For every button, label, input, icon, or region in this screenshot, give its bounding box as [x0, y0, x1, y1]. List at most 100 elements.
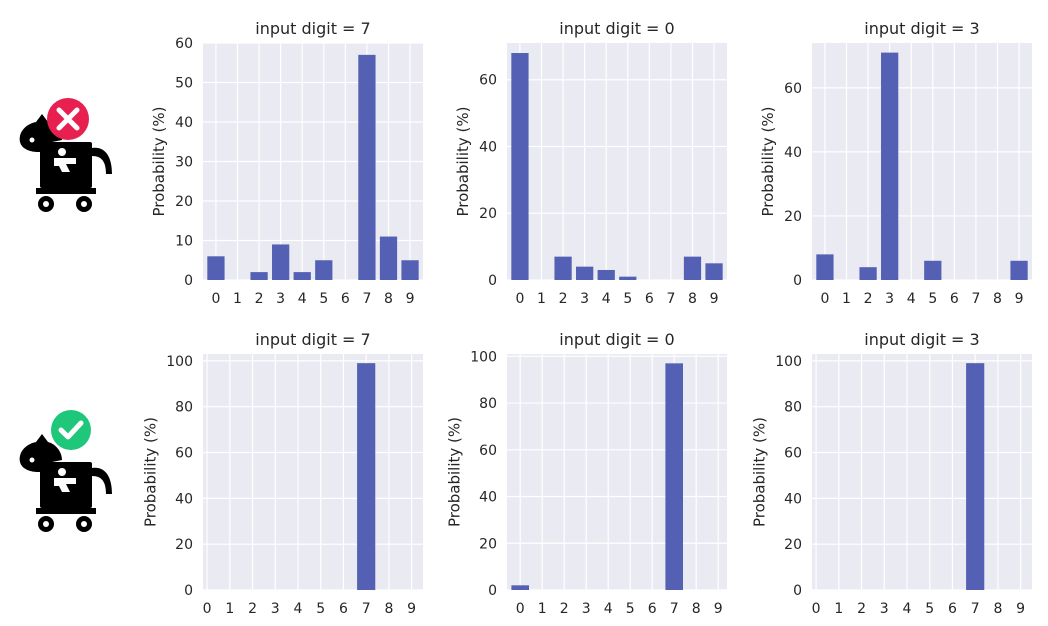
- y-tick-label: 0: [488, 273, 497, 289]
- bar-3: [881, 52, 899, 280]
- y-tick-label: 0: [184, 583, 193, 599]
- y-tick-label: 50: [175, 76, 193, 92]
- bar-0: [207, 256, 225, 280]
- x-tick-label: 8: [993, 291, 1002, 307]
- y-tick-label: 40: [175, 115, 193, 131]
- x-tick-label: 3: [880, 601, 889, 617]
- y-axis-label: Probability (%): [446, 417, 464, 527]
- y-tick-label: 60: [175, 446, 193, 462]
- y-tick-label: 0: [184, 273, 193, 289]
- plot-area: [507, 43, 727, 280]
- x-tick-label: 4: [604, 601, 613, 617]
- x-tick-label: 7: [670, 601, 679, 617]
- y-tick-label: 0: [488, 583, 497, 599]
- y-tick-label: 20: [784, 209, 802, 225]
- x-tick-label: 1: [225, 601, 234, 617]
- x-tick-label: 9: [710, 291, 719, 307]
- bar-0: [511, 53, 529, 280]
- bar-9: [705, 263, 723, 280]
- x-tick-label: 7: [362, 601, 371, 617]
- y-tick-label: 20: [175, 194, 193, 210]
- y-tick-label: 60: [479, 443, 497, 459]
- bar-2: [250, 272, 268, 280]
- bar-0: [511, 585, 529, 590]
- chart-title: input digit = 7: [255, 330, 370, 349]
- y-tick-label: 40: [175, 491, 193, 507]
- y-tick-label: 80: [784, 400, 802, 416]
- bar-5: [619, 276, 637, 280]
- x-tick-label: 7: [971, 291, 980, 307]
- x-tick-label: 0: [203, 601, 212, 617]
- y-tick-label: 60: [479, 73, 497, 89]
- bar-7: [357, 363, 376, 590]
- x-tick-label: 6: [339, 601, 348, 617]
- plot-area: [812, 43, 1032, 280]
- x-tick-label: 9: [1016, 601, 1025, 617]
- y-tick-label: 100: [166, 354, 193, 370]
- x-tick-label: 9: [1015, 291, 1024, 307]
- x-tick-label: 2: [248, 601, 257, 617]
- x-tick-label: 4: [298, 291, 307, 307]
- bar-7: [358, 54, 376, 280]
- bar-4: [597, 269, 615, 280]
- plot-area: [203, 354, 423, 590]
- x-tick-label: 0: [820, 291, 829, 307]
- x-tick-label: 1: [233, 291, 242, 307]
- y-tick-label: 20: [479, 536, 497, 552]
- y-tick-label: 60: [784, 81, 802, 97]
- y-axis-label: Probability (%): [150, 106, 168, 216]
- y-tick-label: 60: [784, 446, 802, 462]
- y-tick-label: 20: [479, 206, 497, 222]
- y-axis-label: Probability (%): [142, 417, 160, 527]
- chart-title: input digit = 3: [864, 19, 979, 38]
- y-tick-label: 40: [479, 490, 497, 506]
- x-tick-label: 7: [362, 291, 371, 307]
- y-tick-label: 40: [784, 491, 802, 507]
- x-tick-label: 5: [316, 601, 325, 617]
- y-tick-label: 30: [175, 155, 193, 171]
- plot-area: [812, 354, 1032, 590]
- x-tick-label: 5: [925, 601, 934, 617]
- x-tick-label: 2: [560, 601, 569, 617]
- x-tick-label: 0: [812, 601, 821, 617]
- x-tick-label: 6: [950, 291, 959, 307]
- chart-title: input digit = 0: [559, 19, 674, 38]
- trojan-horse-icon-row2: [19, 434, 112, 532]
- y-axis-label: Probability (%): [454, 106, 472, 216]
- y-tick-label: 100: [775, 354, 802, 370]
- x-tick-label: 8: [993, 601, 1002, 617]
- bar-5: [315, 260, 333, 280]
- x-tick-label: 2: [559, 291, 568, 307]
- y-axis-label: Probability (%): [759, 106, 777, 216]
- x-tick-label: 1: [537, 291, 546, 307]
- x-tick-label: 7: [666, 291, 675, 307]
- x-tick-label: 4: [903, 601, 912, 617]
- y-tick-label: 0: [793, 583, 802, 599]
- x-tick-label: 5: [319, 291, 328, 307]
- y-axis-label: Probability (%): [751, 417, 769, 527]
- bar-2: [859, 267, 877, 280]
- x-tick-label: 3: [276, 291, 285, 307]
- trojan-horse-icon-row1: [19, 114, 112, 212]
- y-tick-label: 0: [793, 273, 802, 289]
- plot-area: [507, 354, 727, 590]
- bar-2: [554, 256, 572, 280]
- x-tick-label: 9: [406, 291, 415, 307]
- x-tick-label: 8: [384, 601, 393, 617]
- x-tick-label: 8: [384, 291, 393, 307]
- x-tick-label: 8: [688, 291, 697, 307]
- x-tick-label: 1: [842, 291, 851, 307]
- y-tick-label: 60: [175, 36, 193, 52]
- x-tick-label: 6: [645, 291, 654, 307]
- y-tick-label: 10: [175, 234, 193, 250]
- x-tick-label: 6: [341, 291, 350, 307]
- x-tick-label: 4: [907, 291, 916, 307]
- x-tick-label: 2: [864, 291, 873, 307]
- y-tick-label: 20: [784, 537, 802, 553]
- bar-5: [924, 260, 942, 280]
- chart-title: input digit = 0: [559, 330, 674, 349]
